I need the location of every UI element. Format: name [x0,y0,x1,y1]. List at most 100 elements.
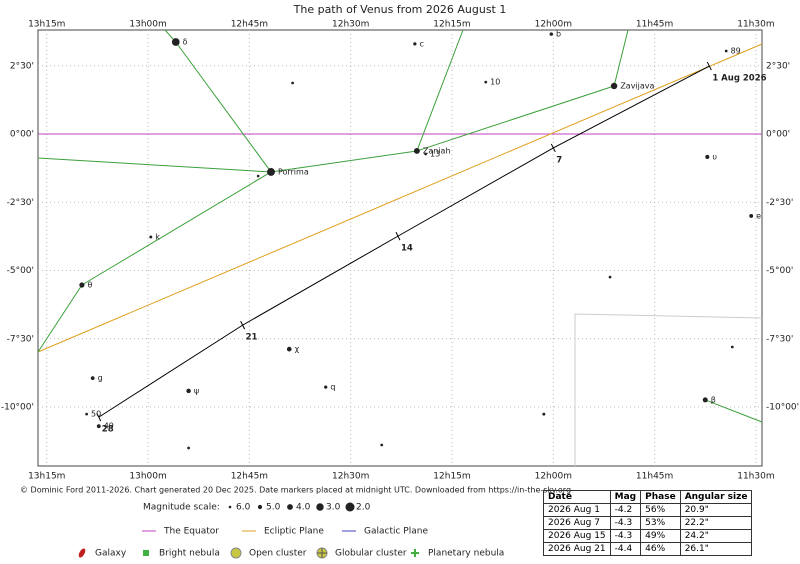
legend-label: Bright nebula [159,549,220,559]
constellation-line [613,29,629,87]
legend-label: Globular cluster [335,549,407,559]
plot-frame [37,29,763,467]
date-label: 14 [401,244,413,254]
venus-path [98,65,710,418]
magnitude-label: 4.0 [296,503,311,513]
star [549,32,553,36]
star [286,346,292,352]
star [171,38,180,46]
ra-tick-label: 12h15m [433,472,470,482]
constellation-line [270,150,417,173]
ra-tick-label: 13h00m [129,472,166,482]
table-cell: -4.2 [609,503,642,517]
magnitude-label: 6.0 [236,503,251,513]
magnitude-dot [316,503,324,511]
star-label: 13 [430,149,440,158]
magnitude-dot [228,505,232,509]
table-cell: -4.4 [609,542,642,556]
table-header: Phase [640,490,681,504]
magnitude-dot [257,504,263,510]
dec-tick-label: -7°30' [766,334,793,344]
star [291,81,294,85]
star [413,42,417,46]
legend-label: Ecliptic Plane [264,527,324,537]
dec-tick-label: -2°30' [7,198,34,208]
ra-tick-label: 12h00m [535,20,572,30]
magnitude-label: 3.0 [326,503,341,513]
table-cell: 46% [640,542,681,556]
star-label: β [711,395,716,404]
ra-tick-label: 11h45m [636,20,673,30]
dec-tick-label: 2°30' [10,61,34,71]
ra-tick-label: 12h15m [433,20,470,30]
star [79,282,85,288]
constellation-line [37,284,83,353]
star-label: 49 [104,422,114,431]
ra-tick-label: 12h45m [231,472,268,482]
star-label: q [330,383,335,392]
magnitude-dot [345,502,355,512]
legend-label: The Equator [163,527,219,537]
date-label: 1 Aug 2026 [712,74,766,84]
star-label: δ [183,38,188,47]
date-marker [240,320,246,330]
table-cell: 22.2" [679,516,753,530]
star-label: χ [295,345,300,354]
star-label: c [419,39,423,48]
legend-label: Open cluster [249,549,307,559]
star [724,49,728,53]
globular-cross [317,548,327,558]
star [542,412,546,416]
ra-tick-label: 13h15m [28,20,65,30]
star-label: Porrima [278,167,309,176]
date-label: 28 [102,425,114,435]
star [380,443,384,447]
star [90,376,95,380]
table-cell: 49% [640,529,681,543]
ecliptic-line [37,43,763,353]
magnitude-label: 2.0 [356,503,371,513]
ra-tick-label: 11h30m [737,20,774,30]
table-row: 2026 Aug 1 -4.2 56% 20.9" [543,503,753,517]
ra-tick-label: 12h45m [231,20,268,30]
star-label: 89 [731,47,741,56]
star-label: θ [87,280,92,289]
constellation-line [81,171,272,286]
table-cell: 26.1" [679,542,753,556]
constellation-line [416,29,464,152]
date-marker [550,143,556,153]
venus-table: Date Mag Phase Angular size 2026 Aug 1 -4.2 56… [543,490,753,556]
table-cell: -4.3 [609,516,642,530]
table-row: 2026 Aug 21 -4.4 46% 26.1" [543,542,753,556]
dec-tick-label: -2°30' [766,198,793,208]
ra-tick-label: 13h15m [28,472,65,482]
star-label: ψ [194,386,199,395]
star [749,213,754,218]
table-cell: 20.9" [679,503,753,517]
legend-label: Galactic Plane [364,527,428,537]
date-label: 7 [556,155,562,165]
ra-tick-label: 12h00m [535,472,572,482]
table-cell: 24.2" [679,529,753,543]
star [705,154,710,159]
table-cell: 2026 Aug 7 [543,516,611,530]
magnitude-scale-label: Magnitude scale: [143,503,220,513]
date-label: 21 [246,333,258,343]
ra-tick-label: 13h00m [129,20,166,30]
star-label: g [98,374,103,383]
table-cell: -4.3 [609,529,642,543]
ra-tick-label: 11h45m [636,472,673,482]
galaxy-icon [78,548,86,558]
star-label: 10 [490,78,500,87]
star-label: υ [712,152,717,161]
dec-tick-label: 0°00' [766,130,790,140]
nebula-icon [143,550,149,556]
table-header: Angular size [679,490,753,504]
star [267,168,275,176]
star [608,275,612,279]
star-label: Zavijava [620,81,654,90]
star [424,152,428,156]
dec-tick-label: -5°00' [766,266,793,276]
star-label: k [155,232,160,241]
